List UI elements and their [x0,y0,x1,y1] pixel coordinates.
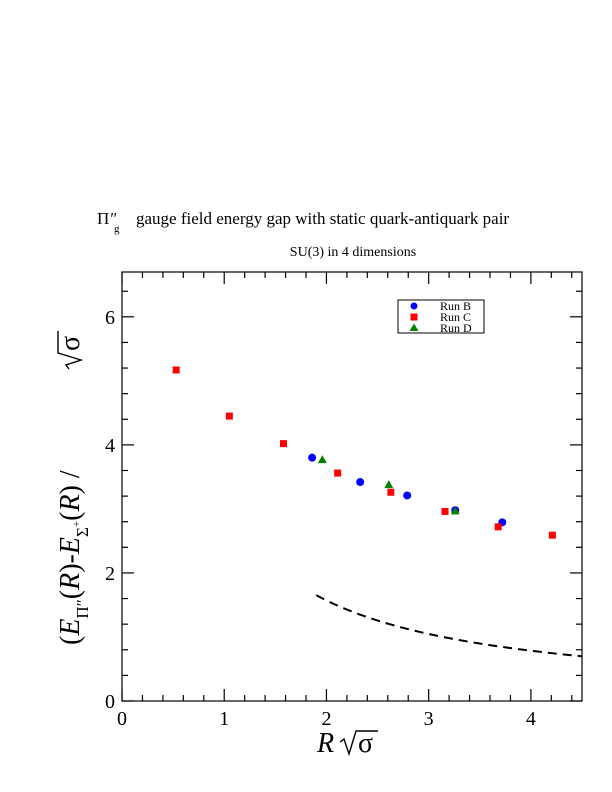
reference-curve [315,594,583,658]
legend-marker-run-b [410,302,418,310]
legend-label-run-b: Run B [440,299,471,313]
legend: Run B Run C Run D [397,299,485,335]
y-tick-label: 0 [105,691,115,713]
axis-ticks [121,272,582,702]
point-run-b [403,491,412,500]
data-points [172,366,556,539]
point-run-c [548,531,556,539]
point-run-c [494,523,502,531]
point-run-c [387,488,395,496]
x-tick-label: 4 [526,708,536,730]
point-run-d [450,506,460,515]
y-tick-label: 4 [105,435,115,457]
svg-text:R: R [316,728,334,759]
svg-text:Π″: Π″ [97,209,117,228]
x-tick-label: 2 [321,708,331,730]
x-tick-label: 0 [117,708,127,730]
x-axis-sqrt-sign [339,730,378,757]
legend-marker-run-c [410,313,418,321]
svg-text:σ: σ [358,728,373,759]
x-axis-label: R σ [316,728,378,759]
point-run-c [441,507,449,515]
y-tick-label: 2 [105,563,115,585]
axis-tick-labels: 0 1 2 3 4 0 2 4 6 [105,307,536,730]
plot-frame [121,271,583,702]
chart-title: Π″ g gauge field energy gap with static … [97,209,509,235]
chart-subtitle: SU(3) in 4 dimensions [290,245,416,260]
svg-text:(EΠ″(R)-EΣ+(R) /: (EΠ″(R)-EΣ+(R) / [55,470,92,645]
y-axis-sqrt-sign [57,331,84,370]
point-run-d [317,455,327,464]
legend-marker-run-d [409,323,419,331]
title-symbol: Π [97,209,109,228]
y-axis-label: (EΠ″(R)-EΣ+(R) / σ [55,331,92,645]
title-text: gauge field energy gap with static quark… [136,209,509,228]
title-symbol-sub: g [114,223,120,235]
point-run-b [356,478,365,487]
point-run-c [225,412,233,420]
title-symbol-prime: ″ [110,209,117,228]
point-run-c [334,469,342,477]
point-run-b [308,453,317,462]
legend-label-run-c: Run C [440,310,471,324]
x-tick-label: 1 [219,708,229,730]
svg-text:σ: σ [55,336,86,351]
point-run-c [280,440,288,448]
legend-label-run-d: Run D [440,321,472,335]
point-run-c [172,366,180,374]
point-run-d [384,480,394,489]
y-tick-label: 6 [105,307,115,329]
x-tick-label: 3 [424,708,434,730]
